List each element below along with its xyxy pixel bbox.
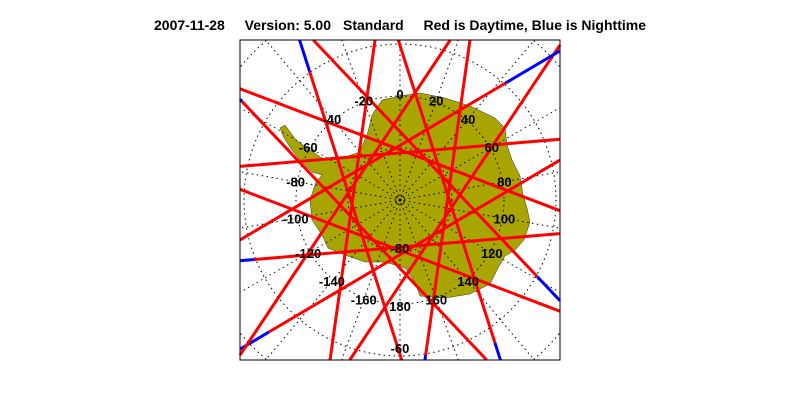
day-track-segment xyxy=(239,187,538,305)
day-track-segment xyxy=(246,81,507,238)
night-track-segment xyxy=(504,49,561,85)
day-track-segment xyxy=(239,87,250,94)
meridian-line xyxy=(402,39,535,198)
longitude-label: -120 xyxy=(295,246,321,261)
day-track-segment xyxy=(308,70,403,358)
longitude-label: 40 xyxy=(461,112,475,127)
meridian-line xyxy=(265,202,398,361)
meridian-line xyxy=(403,107,561,199)
longitude-label: -160 xyxy=(351,293,377,308)
plot-title: 2007-11-28 Version: 5.00 Standard Red is … xyxy=(0,17,800,33)
night-track-segment xyxy=(239,258,255,263)
longitude-label: -80 xyxy=(286,175,305,190)
longitude-label: 120 xyxy=(481,246,503,261)
version-label: Version: 5.00 xyxy=(244,17,332,33)
date-label: 2007-11-28 xyxy=(154,17,225,33)
meridian-line xyxy=(403,171,561,200)
map-frame xyxy=(239,39,561,361)
longitude-label: 140 xyxy=(457,274,479,289)
day-track-segment xyxy=(238,322,263,356)
longitude-label: -140 xyxy=(319,274,345,289)
latitude-circle xyxy=(295,95,505,305)
longitude-label: -100 xyxy=(283,211,309,226)
meridian-line xyxy=(403,200,561,229)
longitude-label: 100 xyxy=(494,211,516,226)
night-track-segment xyxy=(298,39,312,72)
longitude-label: -40 xyxy=(322,112,341,127)
day-track-segment xyxy=(254,232,554,262)
longitude-label: 180 xyxy=(389,299,411,314)
night-track-segment xyxy=(423,354,428,361)
day-track-segment xyxy=(329,57,539,278)
latitude-circle xyxy=(240,40,267,67)
mode-label: Standard xyxy=(343,17,404,33)
pole-dot xyxy=(398,198,402,202)
night-track-segment xyxy=(493,342,502,361)
day-track-segment xyxy=(312,38,333,60)
latitude-circle xyxy=(243,43,557,357)
longitude-label: 160 xyxy=(425,293,447,308)
longitude-label: -60 xyxy=(299,140,318,155)
latitude-circle xyxy=(533,40,560,67)
day-track-segment xyxy=(536,301,561,313)
day-track-segment xyxy=(259,39,452,325)
longitude-label: 20 xyxy=(429,93,443,108)
latitude-circle xyxy=(347,147,453,253)
day-track-segment xyxy=(329,39,377,358)
latitude-circle xyxy=(533,333,560,360)
orbit-tracks xyxy=(238,38,562,362)
meridian-line xyxy=(402,202,535,361)
day-track-segment xyxy=(465,39,472,59)
longitude-label: 80 xyxy=(497,175,511,190)
day-track-segment xyxy=(553,232,561,236)
day-track-segment xyxy=(348,88,532,361)
day-track-segment xyxy=(424,57,469,356)
day-track-segment xyxy=(239,234,248,242)
longitude-label: 0 xyxy=(396,87,403,102)
latitude-label: -80 xyxy=(391,241,410,256)
meridian-line xyxy=(265,39,398,198)
graticule xyxy=(239,39,561,361)
legend-label: Red is Daytime, Blue is Nighttime xyxy=(423,17,646,33)
night-track-segment xyxy=(536,275,562,302)
day-track-segment xyxy=(396,39,497,344)
longitude-label: -20 xyxy=(354,93,373,108)
day-track-segment xyxy=(241,100,488,362)
meridian-line xyxy=(239,201,397,293)
meridian-line xyxy=(239,171,397,200)
day-track-segment xyxy=(239,137,561,168)
longitude-label: 60 xyxy=(485,140,499,155)
latitude-label: -60 xyxy=(391,341,410,356)
latitude-circle xyxy=(240,333,267,360)
day-track-segment xyxy=(247,90,561,213)
meridian-line xyxy=(403,201,561,293)
meridian-line xyxy=(239,200,397,229)
meridian-line xyxy=(239,107,397,199)
